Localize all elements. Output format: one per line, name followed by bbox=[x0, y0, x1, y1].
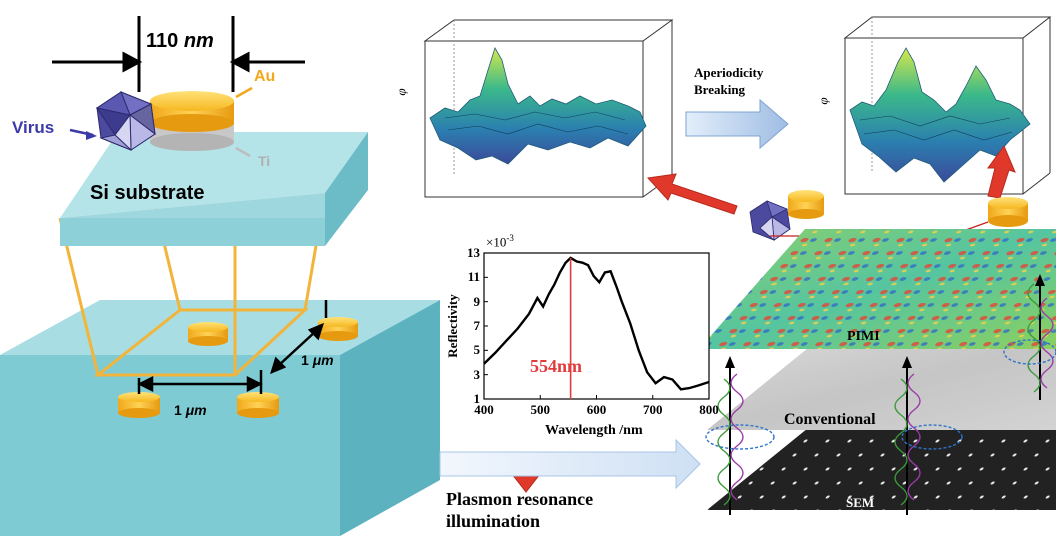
illumination-label-line1: Plasmon resonance bbox=[446, 489, 594, 509]
array-disks bbox=[118, 317, 358, 418]
dimension-unit: nm bbox=[183, 30, 214, 52]
plasmon-illumination-arrow bbox=[439, 438, 701, 490]
surface-plot-right bbox=[843, 16, 1052, 195]
pitch-y-label: 1 μm bbox=[301, 352, 334, 368]
virus-label: Virus bbox=[12, 118, 55, 137]
x-tick-label: 500 bbox=[530, 402, 551, 417]
au-label: Au bbox=[254, 68, 276, 85]
aperiodicity-arrow bbox=[685, 98, 789, 150]
pitch-arrows bbox=[137, 300, 328, 394]
y-tick-label: 3 bbox=[473, 366, 481, 382]
pitch-y-value: 1 bbox=[301, 352, 309, 368]
dimension-label: 110 nm bbox=[146, 30, 214, 53]
surface-plot-left bbox=[423, 19, 674, 198]
aperiodicity-label: Aperiodicity Breaking bbox=[694, 64, 763, 98]
y-tick-label: 5 bbox=[473, 342, 481, 358]
y-tick-label: 9 bbox=[473, 293, 481, 309]
leader-lines bbox=[69, 86, 253, 158]
reflectivity-chart bbox=[483, 252, 710, 400]
small-au-disk-left bbox=[788, 190, 824, 219]
disk-back bbox=[188, 322, 228, 346]
virus-icon bbox=[95, 91, 156, 152]
disk-right-top bbox=[318, 317, 358, 341]
y-tick-label: 13 bbox=[467, 245, 480, 260]
pitch-x-unit: μm bbox=[185, 402, 207, 418]
chart-ticks bbox=[483, 252, 710, 400]
y-tick-label: 1 bbox=[473, 391, 481, 406]
small-virus-icon bbox=[749, 200, 791, 241]
chart-ylabel: Reflectivity bbox=[444, 294, 460, 358]
pimi-layer-label: PIMI bbox=[847, 329, 880, 344]
y-tick-label: 11 bbox=[467, 269, 480, 285]
phi-axis-label-right: φ bbox=[815, 97, 831, 105]
layer-conventional bbox=[707, 344, 1056, 430]
illumination-label: Plasmon resonance illumination bbox=[446, 488, 593, 532]
au-disk-large bbox=[150, 91, 234, 151]
illumination-label-line2: illumination bbox=[446, 511, 541, 531]
chart-y-scale: ×10-3 bbox=[486, 233, 514, 250]
chart-xlabel: Wavelength /nm bbox=[545, 423, 643, 438]
small-au-disk-right bbox=[988, 197, 1028, 227]
x-tick-label: 400 bbox=[474, 402, 494, 417]
y-tick-label: 7 bbox=[473, 318, 481, 333]
chart-y-scale-base: ×10 bbox=[486, 234, 507, 250]
aperiodicity-label-line1: Aperiodicity bbox=[694, 65, 764, 80]
si-substrate-top-block bbox=[60, 132, 368, 246]
pitch-x-label: 1 μm bbox=[174, 402, 207, 418]
pitch-y-unit: μm bbox=[312, 352, 334, 368]
substrate-label: Si substrate bbox=[90, 182, 205, 204]
chart-y-scale-exponent: -3 bbox=[506, 233, 514, 243]
phi-axis-label-left: φ bbox=[393, 88, 409, 96]
dimension-arrows bbox=[52, 16, 305, 92]
x-tick-label: 700 bbox=[643, 402, 663, 417]
disk-front-right bbox=[237, 392, 279, 418]
conventional-layer-label: Conventional bbox=[784, 411, 876, 428]
x-tick-label: 800 bbox=[699, 402, 719, 417]
ti-label: Ti bbox=[258, 153, 271, 169]
layer-pimi bbox=[699, 229, 1056, 349]
layer-sem bbox=[707, 424, 1056, 510]
sem-layer-label: SEM bbox=[846, 495, 875, 510]
pitch-x-value: 1 bbox=[174, 402, 182, 418]
chart-marker-label: 554nm bbox=[530, 356, 583, 376]
reflectivity-line bbox=[483, 256, 710, 391]
chart-frame bbox=[483, 252, 710, 400]
dimension-value: 110 bbox=[146, 30, 179, 52]
disk-front-left bbox=[118, 392, 160, 418]
x-tick-label: 600 bbox=[586, 402, 607, 417]
illumination-waves bbox=[705, 274, 1056, 515]
aperiodicity-label-line2: Breaking bbox=[694, 82, 746, 97]
